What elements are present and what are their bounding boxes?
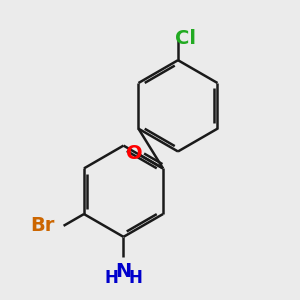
- Text: Cl: Cl: [175, 28, 196, 48]
- Text: N: N: [116, 262, 132, 281]
- Text: H: H: [105, 269, 119, 287]
- Text: H: H: [128, 269, 142, 287]
- Text: O: O: [127, 144, 143, 163]
- Text: Br: Br: [30, 216, 55, 235]
